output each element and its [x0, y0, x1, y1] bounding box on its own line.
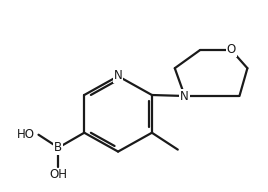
Text: O: O [227, 43, 236, 56]
Text: HO: HO [17, 128, 35, 141]
Text: N: N [180, 89, 189, 103]
Text: N: N [114, 69, 122, 82]
Text: OH: OH [49, 168, 67, 181]
Text: B: B [54, 141, 62, 154]
